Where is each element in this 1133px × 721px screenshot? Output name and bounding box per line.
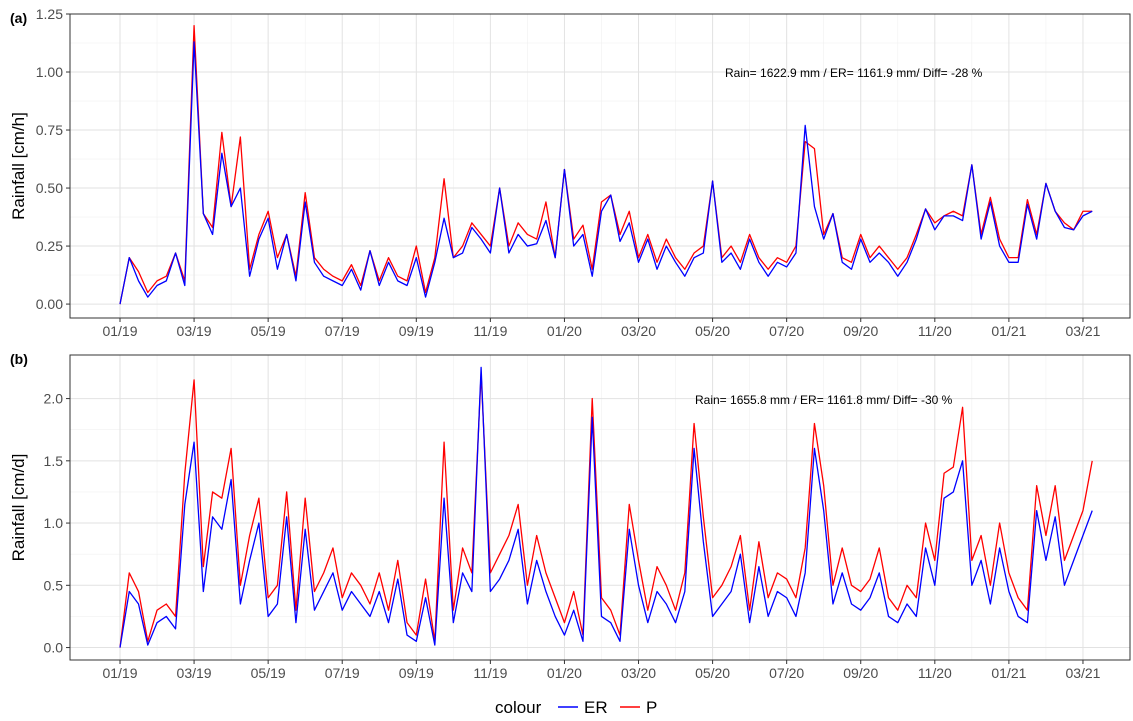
x-tick-label: 05/19 (251, 323, 286, 339)
y-tick-label: 0.25 (36, 238, 63, 254)
y-tick-label: 0.75 (36, 122, 63, 138)
x-tick-label: 11/20 (918, 665, 952, 681)
panel-label: (b) (10, 351, 28, 367)
x-tick-label: 11/19 (473, 323, 507, 339)
x-tick-label: 03/21 (1065, 323, 1100, 339)
plot-border (69, 13, 1131, 319)
legend-title: colour (495, 698, 542, 716)
x-tick-label: 01/19 (102, 665, 137, 681)
y-tick-label: 1.0 (44, 515, 64, 531)
series-line (119, 366, 1093, 648)
x-tick-label: 09/19 (399, 323, 434, 339)
x-tick-label: 05/20 (695, 665, 730, 681)
plot-background (70, 355, 1130, 660)
x-tick-label: 07/19 (325, 323, 360, 339)
y-tick-label: 2.0 (44, 391, 64, 407)
panel-label: (a) (10, 10, 27, 26)
x-tick-label: 01/20 (547, 323, 582, 339)
y-tick-label: 0.00 (36, 296, 63, 312)
x-tick-label: 07/19 (325, 665, 360, 681)
x-tick-label: 01/20 (547, 665, 582, 681)
x-tick-label: 09/19 (399, 665, 434, 681)
x-tick-label: 11/20 (918, 323, 952, 339)
x-tick-label: 09/20 (843, 665, 878, 681)
x-tick-label: 03/20 (621, 323, 656, 339)
series-line (119, 24, 1093, 305)
y-tick-label: 1.00 (36, 64, 63, 80)
y-axis-title: Rainfall [cm/h] (9, 112, 28, 220)
x-tick-label: 11/19 (473, 665, 507, 681)
x-tick-label: 01/19 (102, 323, 137, 339)
x-tick-label: 03/19 (177, 323, 212, 339)
x-tick-label: 07/20 (769, 665, 804, 681)
series-line (119, 41, 1093, 305)
y-tick-label: 0.0 (44, 640, 64, 656)
x-tick-label: 09/20 (843, 323, 878, 339)
annotation: Rain= 1622.9 mm / ER= 1161.9 mm/ Diff= -… (725, 66, 983, 80)
x-tick-label: 03/20 (621, 665, 656, 681)
y-axis-title: Rainfall [cm/d] (9, 454, 28, 562)
y-tick-label: 0.50 (36, 180, 63, 196)
x-tick-label: 03/21 (1065, 665, 1100, 681)
series-line (119, 373, 1093, 648)
y-tick-label: 1.5 (44, 453, 64, 469)
plot-border (69, 354, 1131, 661)
x-tick-label: 05/19 (251, 665, 286, 681)
legend-label: ER (584, 698, 608, 716)
x-tick-label: 05/20 (695, 323, 730, 339)
x-tick-label: 01/21 (991, 323, 1026, 339)
x-tick-label: 03/19 (177, 665, 212, 681)
annotation: Rain= 1655.8 mm / ER= 1161.8 mm/ Diff= -… (695, 393, 953, 407)
x-tick-label: 07/20 (769, 323, 804, 339)
x-tick-label: 01/21 (991, 665, 1026, 681)
legend-label: P (646, 698, 657, 716)
y-tick-label: 0.5 (44, 577, 64, 593)
y-tick-label: 1.25 (36, 6, 63, 22)
plot-background (70, 14, 1130, 318)
